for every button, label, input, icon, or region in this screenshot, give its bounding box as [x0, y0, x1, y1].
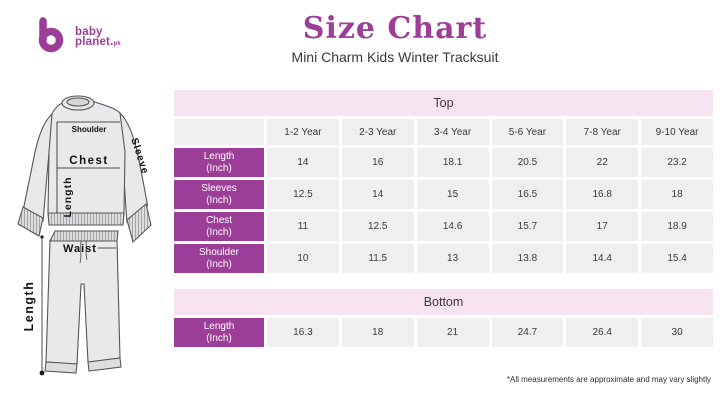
table-cell: 13: [416, 244, 489, 273]
table-cell: 14: [267, 148, 339, 177]
table-cell: 12.5: [341, 212, 414, 241]
sweatshirt-drawing: [17, 95, 152, 244]
chest-label: Chest: [69, 155, 108, 167]
table-cell: 17: [566, 212, 639, 241]
row-header-chest: Chest (Inch): [174, 212, 264, 241]
column-header: 7-8 Year: [566, 119, 639, 145]
heart-icon: ♥: [48, 36, 54, 47]
table-cell: 15: [416, 180, 489, 209]
section-spacer: [174, 273, 713, 289]
row-header-shoulder: Shoulder (Inch): [174, 244, 264, 273]
brand-wordmark: baby planet.pk: [75, 19, 121, 50]
table-cell: 21: [416, 318, 489, 347]
page-title: Size Chart: [302, 11, 488, 46]
row-header-bottom-length: Length (Inch): [174, 318, 264, 347]
brand-word-baby: baby: [75, 25, 103, 38]
table-cell: 26.4: [566, 318, 639, 347]
brand-logo: ♥ baby planet.pk: [33, 14, 121, 54]
table-cell: 11: [267, 212, 339, 241]
table-cell: 14: [341, 180, 414, 209]
header: Size Chart Mini Charm Kids Winter Tracks…: [225, 11, 565, 66]
table-cell: 14.6: [416, 212, 489, 241]
tracksuit-illustration: Shoulder Chest Length Sleeve Waist Lengt…: [8, 92, 170, 397]
column-header: 1-2 Year: [267, 119, 339, 145]
page-subtitle: Mini Charm Kids Winter Tracksuit: [291, 49, 499, 65]
top-size-table: 1-2 Year 2-3 Year 3-4 Year 5-6 Year 7-8 …: [174, 119, 713, 273]
table-cell: 11.5: [341, 244, 414, 273]
pants-drawing: [44, 230, 122, 374]
column-header: 3-4 Year: [416, 119, 489, 145]
table-cell: 14.4: [566, 244, 639, 273]
brand-logo-icon: ♥: [38, 17, 64, 53]
brand-word-planet: planet.pk: [75, 36, 121, 48]
column-header: 5-6 Year: [491, 119, 564, 145]
table-cell: 18.1: [416, 148, 489, 177]
table-cell: 16: [341, 148, 414, 177]
bottom-size-table: Length (Inch) 16.3 18 21 24.7 26.4 30: [174, 318, 713, 347]
top-section-band: Top: [174, 90, 713, 116]
table-cell: 18: [641, 180, 713, 209]
bottom-length-label: Length: [22, 281, 36, 332]
table-cell: 13.8: [491, 244, 564, 273]
table-cell: 18.9: [641, 212, 713, 241]
table-cell: 16.3: [267, 318, 339, 347]
column-header: 9-10 Year: [641, 119, 713, 145]
column-header: 2-3 Year: [341, 119, 414, 145]
table-corner-cell: [174, 119, 264, 145]
shoulder-label: Shoulder: [72, 125, 107, 134]
table-cell: 16.5: [491, 180, 564, 209]
table-cell: 22: [566, 148, 639, 177]
measurements-footnote: *All measurements are approximate and ma…: [506, 375, 711, 384]
table-cell: 18: [341, 318, 414, 347]
table-cell: 30: [641, 318, 713, 347]
table-cell: 10: [267, 244, 339, 273]
top-length-label: Length: [62, 177, 74, 218]
table-cell: 15.7: [491, 212, 564, 241]
waist-label: Waist: [63, 243, 97, 255]
row-header-sleeves: Sleeves (Inch): [174, 180, 264, 209]
bottom-section-band: Bottom: [174, 289, 713, 315]
table-cell: 23.2: [641, 148, 713, 177]
table-cell: 20.5: [491, 148, 564, 177]
table-cell: 24.7: [491, 318, 564, 347]
table-cell: 16.8: [566, 180, 639, 209]
table-cell: 12.5: [267, 180, 339, 209]
table-cell: 15.4: [641, 244, 713, 273]
row-header-top-length: Length (Inch): [174, 148, 264, 177]
size-tables: Top 1-2 Year 2-3 Year 3-4 Year 5-6 Year …: [174, 90, 713, 384]
